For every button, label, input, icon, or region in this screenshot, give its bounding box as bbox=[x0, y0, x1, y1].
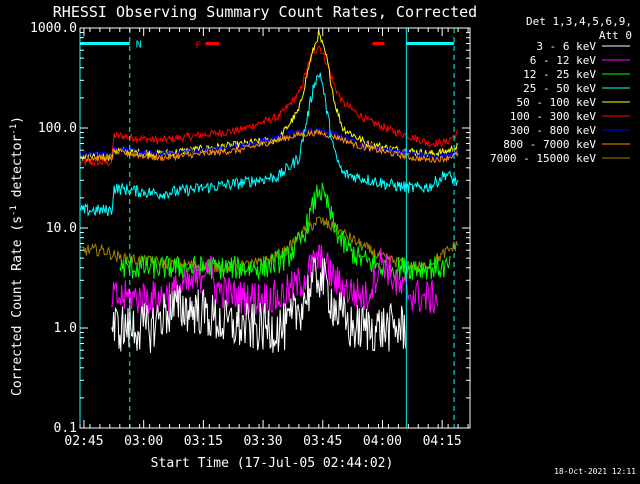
legend-entry-label-1: 6 - 12 keV bbox=[530, 54, 597, 67]
legend-entry-label-6: 300 - 800 keV bbox=[510, 124, 596, 137]
y-axis: 0.1 1.0 10.0 100.0 1000.0 bbox=[30, 21, 470, 436]
legend-entry-label-5: 100 - 300 keV bbox=[510, 110, 596, 123]
legend-entry-label-7: 800 - 7000 keV bbox=[503, 138, 596, 151]
series-group bbox=[80, 30, 459, 353]
x-tick-label-1: 03:00 bbox=[124, 434, 163, 449]
series-line-7 bbox=[111, 244, 439, 318]
y-tick-label-1: 1.0 bbox=[54, 321, 77, 336]
y-tick-label-3: 100.0 bbox=[38, 121, 77, 136]
legend-entry-label-0: 3 - 6 keV bbox=[536, 40, 596, 53]
y-axis-label-main: Corrected Count Rate (s bbox=[10, 216, 25, 396]
y-tick-label-0: 0.1 bbox=[54, 421, 77, 436]
series-line-3 bbox=[80, 128, 459, 164]
x-axis-label: Start Time (17-Jul-05 02:44:02) bbox=[151, 456, 394, 471]
legend-header-line1: Det 1,3,4,5,6,9, bbox=[526, 15, 632, 28]
timestamp-label: 18-Oct-2021 12:11 bbox=[554, 467, 636, 476]
night-marker-label: N bbox=[136, 39, 142, 50]
x-tick-label-4: 03:45 bbox=[303, 434, 342, 449]
series-line-0 bbox=[80, 45, 459, 166]
y-tick-label-4: 1000.0 bbox=[30, 21, 77, 36]
chart-title: RHESSI Observing Summary Count Rates, Co… bbox=[53, 3, 477, 21]
series-line-8 bbox=[111, 257, 407, 353]
y-axis-label-sup1: -1 bbox=[9, 205, 19, 216]
legend-entry-label-2: 12 - 25 keV bbox=[523, 68, 596, 81]
y-tick-label-2: 10.0 bbox=[46, 221, 77, 236]
y-axis-label-sup2: -1 bbox=[9, 124, 19, 135]
x-tick-label-3: 03:30 bbox=[243, 434, 282, 449]
x-tick-label-0: 02:45 bbox=[64, 434, 103, 449]
legend-header-line2: Att 0 bbox=[599, 29, 632, 42]
y-axis-label-end: ) bbox=[10, 116, 25, 124]
series-line-4 bbox=[80, 72, 459, 218]
legend-entry-label-3: 25 - 50 keV bbox=[523, 82, 596, 95]
y-axis-label: Corrected Count Rate (s-1 detector-1) bbox=[9, 116, 25, 396]
flare-marker-label: F bbox=[195, 40, 201, 51]
legend-entry-label-8: 7000 - 15000 keV bbox=[490, 152, 596, 165]
x-tick-label-2: 03:15 bbox=[184, 434, 223, 449]
x-axis: 02:45 03:00 03:15 03:30 03:45 04:00 04:15 bbox=[64, 28, 469, 449]
x-tick-label-5: 04:00 bbox=[363, 434, 402, 449]
y-axis-label-mid: detector bbox=[10, 135, 25, 206]
x-tick-label-6: 04:15 bbox=[423, 434, 462, 449]
legend-entry-label-4: 50 - 100 keV bbox=[517, 96, 597, 109]
